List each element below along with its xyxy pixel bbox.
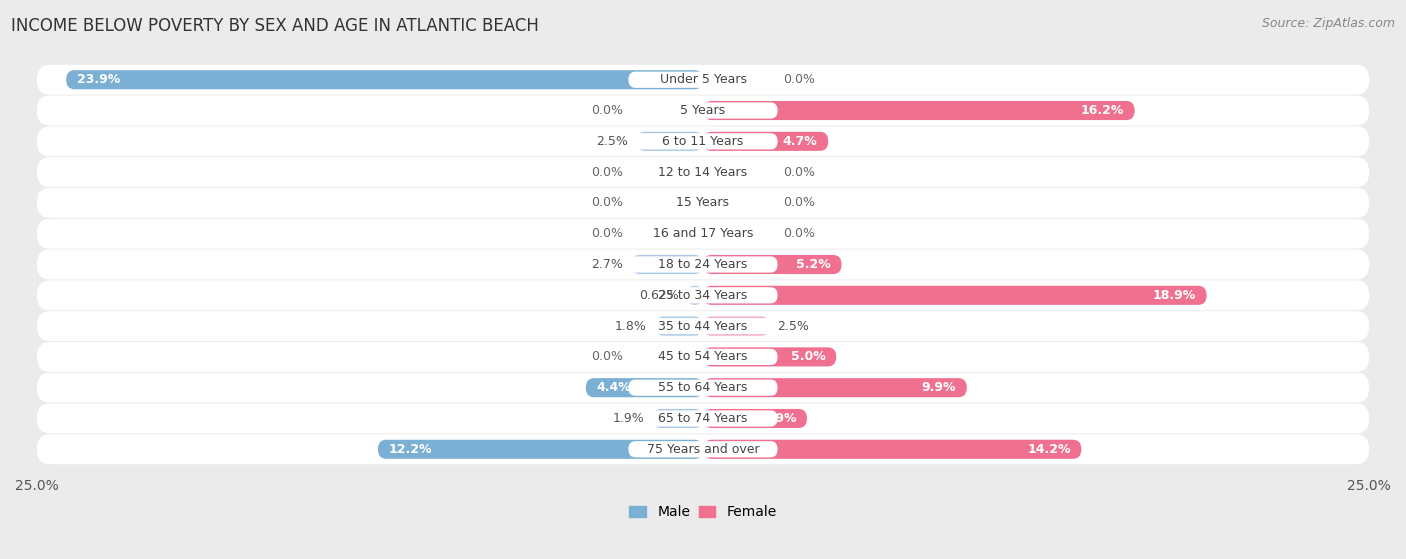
Text: Under 5 Years: Under 5 Years xyxy=(659,73,747,86)
FancyBboxPatch shape xyxy=(37,188,1369,218)
Text: 0.0%: 0.0% xyxy=(591,227,623,240)
Text: 12.2%: 12.2% xyxy=(388,443,432,456)
FancyBboxPatch shape xyxy=(703,255,842,274)
FancyBboxPatch shape xyxy=(628,72,778,88)
Text: 15 Years: 15 Years xyxy=(676,196,730,210)
Text: 0.0%: 0.0% xyxy=(591,350,623,363)
Text: 0.62%: 0.62% xyxy=(638,289,679,302)
FancyBboxPatch shape xyxy=(703,286,1206,305)
FancyBboxPatch shape xyxy=(631,255,703,274)
FancyBboxPatch shape xyxy=(37,219,1369,249)
Text: 14.2%: 14.2% xyxy=(1028,443,1071,456)
Text: 35 to 44 Years: 35 to 44 Years xyxy=(658,320,748,333)
Text: 0.0%: 0.0% xyxy=(783,73,815,86)
Text: 0.0%: 0.0% xyxy=(591,196,623,210)
Text: 4.4%: 4.4% xyxy=(596,381,631,394)
Text: 16 and 17 Years: 16 and 17 Years xyxy=(652,227,754,240)
Text: 5 Years: 5 Years xyxy=(681,104,725,117)
Text: 55 to 64 Years: 55 to 64 Years xyxy=(658,381,748,394)
FancyBboxPatch shape xyxy=(628,257,778,273)
FancyBboxPatch shape xyxy=(703,378,967,397)
FancyBboxPatch shape xyxy=(628,226,778,242)
FancyBboxPatch shape xyxy=(686,286,703,305)
FancyBboxPatch shape xyxy=(66,70,703,89)
Legend: Male, Female: Male, Female xyxy=(624,500,782,525)
FancyBboxPatch shape xyxy=(628,410,778,427)
FancyBboxPatch shape xyxy=(628,318,778,334)
Text: 3.9%: 3.9% xyxy=(762,412,796,425)
FancyBboxPatch shape xyxy=(655,316,703,335)
FancyBboxPatch shape xyxy=(628,102,778,119)
Text: INCOME BELOW POVERTY BY SEX AND AGE IN ATLANTIC BEACH: INCOME BELOW POVERTY BY SEX AND AGE IN A… xyxy=(11,17,538,35)
Text: 0.0%: 0.0% xyxy=(783,165,815,179)
FancyBboxPatch shape xyxy=(703,440,1081,459)
Text: 9.9%: 9.9% xyxy=(921,381,956,394)
FancyBboxPatch shape xyxy=(628,164,778,180)
FancyBboxPatch shape xyxy=(37,311,1369,341)
Text: 25 to 34 Years: 25 to 34 Years xyxy=(658,289,748,302)
Text: 0.0%: 0.0% xyxy=(783,196,815,210)
FancyBboxPatch shape xyxy=(378,440,703,459)
FancyBboxPatch shape xyxy=(37,281,1369,310)
FancyBboxPatch shape xyxy=(37,249,1369,280)
FancyBboxPatch shape xyxy=(703,409,807,428)
FancyBboxPatch shape xyxy=(37,434,1369,464)
Text: 2.5%: 2.5% xyxy=(778,320,810,333)
FancyBboxPatch shape xyxy=(37,342,1369,372)
Text: 0.0%: 0.0% xyxy=(591,104,623,117)
FancyBboxPatch shape xyxy=(628,287,778,304)
FancyBboxPatch shape xyxy=(37,126,1369,157)
Text: 2.7%: 2.7% xyxy=(591,258,623,271)
Text: 5.0%: 5.0% xyxy=(790,350,825,363)
Text: 2.5%: 2.5% xyxy=(596,135,628,148)
Text: Source: ZipAtlas.com: Source: ZipAtlas.com xyxy=(1261,17,1395,30)
FancyBboxPatch shape xyxy=(37,157,1369,187)
FancyBboxPatch shape xyxy=(628,195,778,211)
Text: 1.9%: 1.9% xyxy=(613,412,644,425)
FancyBboxPatch shape xyxy=(703,101,1135,120)
FancyBboxPatch shape xyxy=(37,65,1369,94)
FancyBboxPatch shape xyxy=(37,96,1369,125)
FancyBboxPatch shape xyxy=(703,132,828,151)
Text: 0.0%: 0.0% xyxy=(783,227,815,240)
Text: 75 Years and over: 75 Years and over xyxy=(647,443,759,456)
Text: 16.2%: 16.2% xyxy=(1081,104,1123,117)
Text: 1.8%: 1.8% xyxy=(616,320,647,333)
Text: 4.7%: 4.7% xyxy=(783,135,817,148)
FancyBboxPatch shape xyxy=(628,380,778,396)
FancyBboxPatch shape xyxy=(637,132,703,151)
FancyBboxPatch shape xyxy=(586,378,703,397)
FancyBboxPatch shape xyxy=(628,349,778,365)
Text: 23.9%: 23.9% xyxy=(77,73,120,86)
Text: 0.0%: 0.0% xyxy=(591,165,623,179)
Text: 5.2%: 5.2% xyxy=(796,258,831,271)
Text: 45 to 54 Years: 45 to 54 Years xyxy=(658,350,748,363)
FancyBboxPatch shape xyxy=(703,347,837,367)
Text: 18.9%: 18.9% xyxy=(1153,289,1197,302)
FancyBboxPatch shape xyxy=(652,409,703,428)
FancyBboxPatch shape xyxy=(628,133,778,149)
Text: 6 to 11 Years: 6 to 11 Years xyxy=(662,135,744,148)
FancyBboxPatch shape xyxy=(703,316,769,335)
Text: 18 to 24 Years: 18 to 24 Years xyxy=(658,258,748,271)
Text: 12 to 14 Years: 12 to 14 Years xyxy=(658,165,748,179)
FancyBboxPatch shape xyxy=(628,441,778,457)
FancyBboxPatch shape xyxy=(37,404,1369,433)
FancyBboxPatch shape xyxy=(37,373,1369,402)
Text: 65 to 74 Years: 65 to 74 Years xyxy=(658,412,748,425)
